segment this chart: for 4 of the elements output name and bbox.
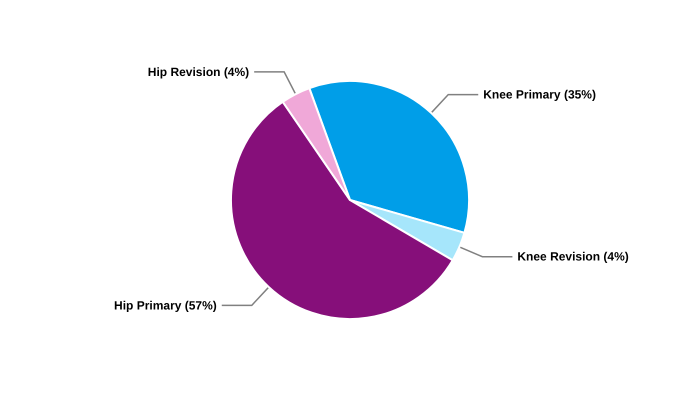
- slice-label: Knee Revision (4%): [517, 250, 629, 264]
- slice-label: Knee Primary (35%): [483, 88, 596, 102]
- slice-label: Hip Primary (57%): [114, 298, 217, 312]
- slice-label: Hip Revision (4%): [148, 64, 250, 79]
